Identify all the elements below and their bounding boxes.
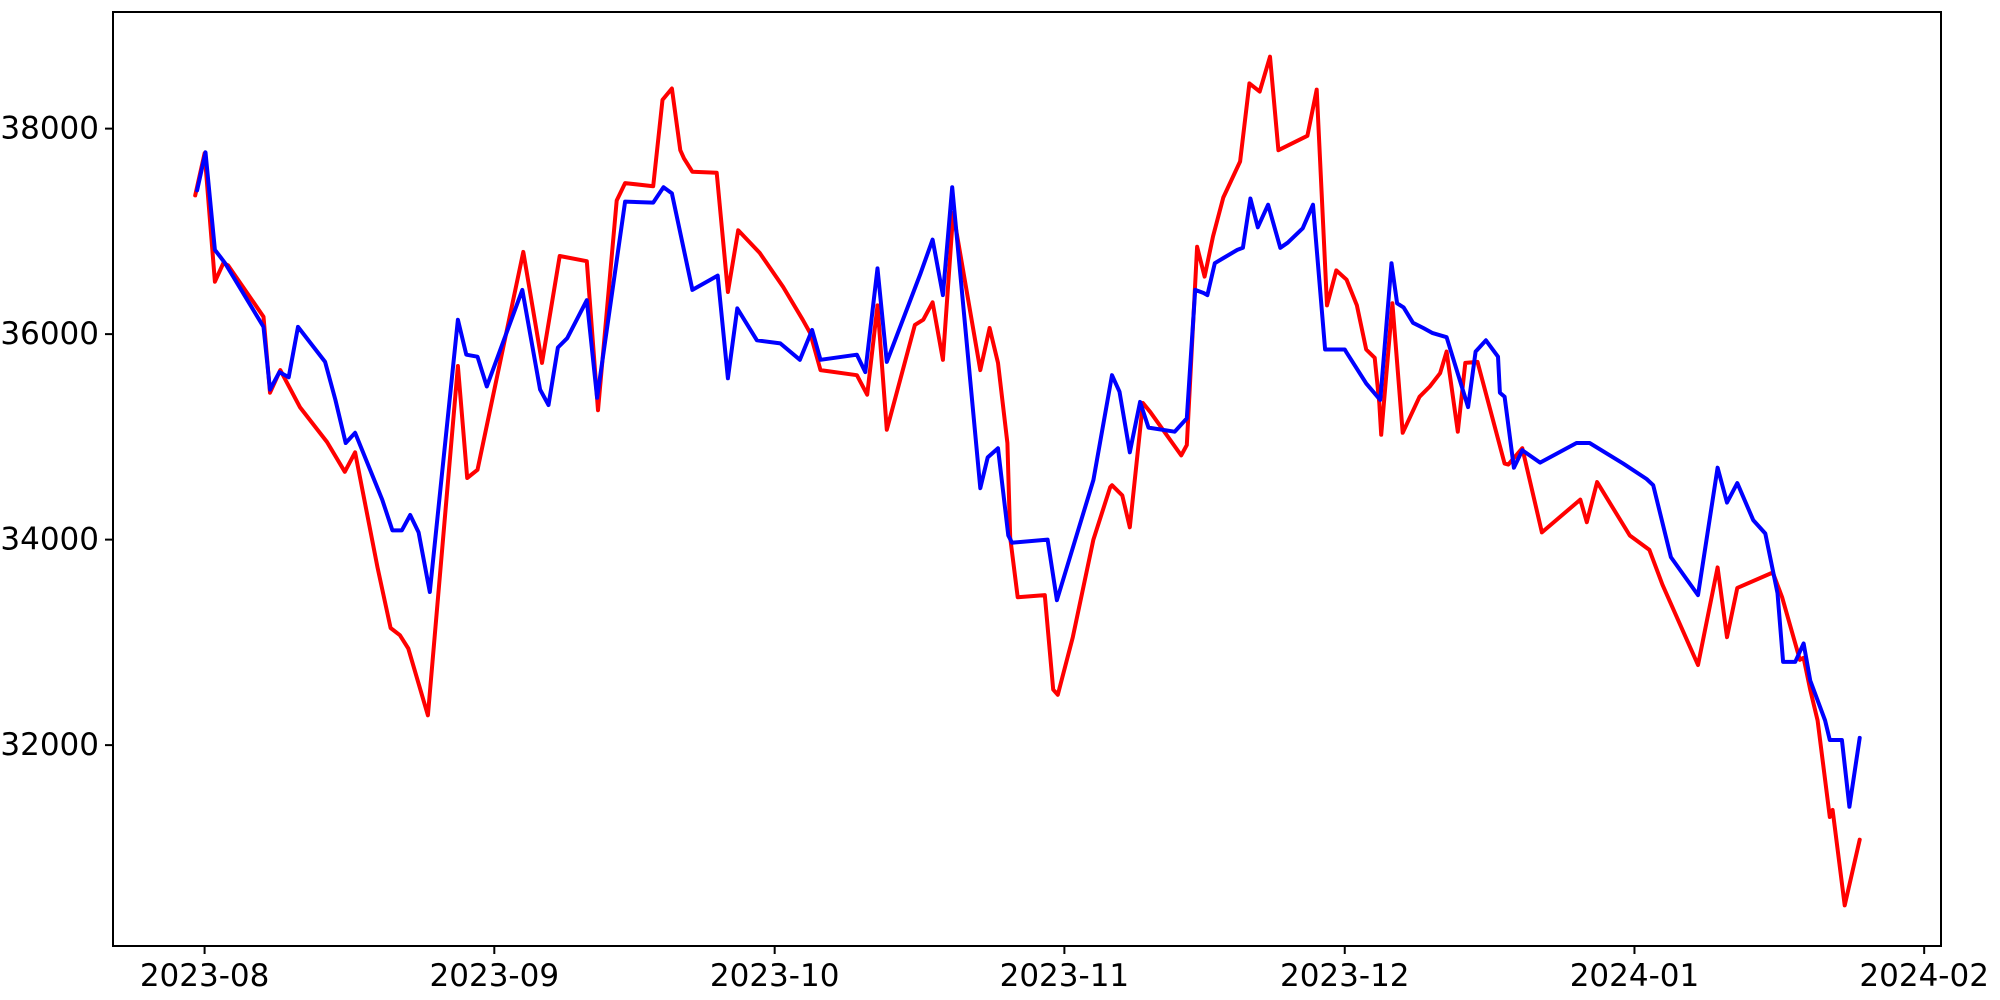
x-tick-label: 2023-12 — [1280, 958, 1410, 994]
x-tick-label: 2023-09 — [430, 958, 560, 994]
blue-line — [195, 150, 1862, 809]
x-tick-label: 2024-02 — [1859, 958, 1989, 994]
x-axis: 2023-08 2023-09 2023-10 2023-11 2023-12 2024-… — [140, 946, 1989, 994]
y-tick-label: 38000 — [0, 111, 99, 147]
y-axis: 32000 34000 36000 38000 — [0, 111, 113, 763]
y-tick-label: 34000 — [0, 522, 99, 558]
y-tick-label: 32000 — [0, 727, 99, 763]
x-tick-label: 2024-01 — [1570, 958, 1700, 994]
x-tick-label: 2023-08 — [140, 958, 270, 994]
x-tick-label: 2023-11 — [1000, 958, 1130, 994]
plot-border — [112, 11, 1942, 947]
x-tick-label: 2023-10 — [710, 958, 840, 994]
y-tick-label: 36000 — [0, 316, 99, 352]
red-line — [193, 54, 1862, 908]
